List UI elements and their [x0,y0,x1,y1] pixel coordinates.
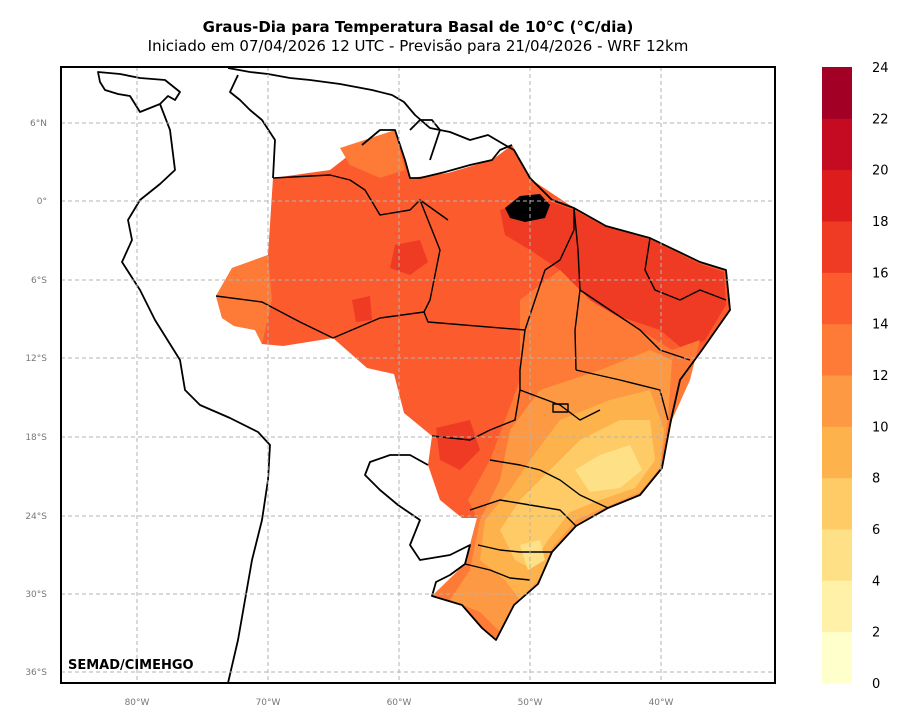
colorbar-segment [822,118,852,171]
lat-tick-label: 6°S [31,276,47,286]
colorbar-segment [822,477,852,530]
field-orange-west [216,130,405,344]
colorbar-tick-label: 8 [872,472,880,487]
colorbar-segment [822,67,852,119]
colorbar-tick-label: 12 [872,369,889,384]
field-dark-north [500,198,726,350]
colorbar-segment [822,375,852,427]
field-pale [520,445,642,570]
colorbar-segment [822,580,852,633]
colorbar-tick-label: 16 [872,266,889,281]
colorbar-segment [822,323,852,376]
colorbar-tick-label: 2 [872,626,880,641]
coastline-outline [97,67,731,683]
lat-tick-label: 30°S [25,590,47,600]
colorbar-tick-label: 10 [872,420,889,435]
colorbar-tick-label: 22 [872,112,889,127]
lat-tick-label: 0° [37,197,47,207]
map-title: Graus-Dia para Temperatura Basal de 10°C… [202,18,634,36]
colorbar-segment [822,529,852,581]
lon-tick-label: 50°W [518,698,543,708]
map-subtitle: Iniciado em 07/04/2026 12 UTC - Previsão… [147,37,689,55]
colorbar-segment [822,631,852,684]
lon-tick-label: 70°W [256,698,281,708]
map-area [97,67,731,683]
lat-tick-label: 36°S [25,668,47,678]
lon-tick-label: 80°W [125,698,150,708]
latitude-labels: 6°N 0° 6°S 12°S 18°S 24°S 30°S 36°S [25,119,47,678]
colorbar-tick-label: 0 [872,677,880,692]
colorbar-segment [822,221,852,273]
lat-tick-label: 18°S [25,433,47,443]
longitude-labels: 80°W 70°W 60°W 50°W 40°W [125,698,674,708]
colorbar-tick-label: 6 [872,523,880,538]
lon-tick-label: 60°W [387,698,412,708]
colorbar-tick-label: 20 [872,164,889,179]
colorbar-tick-label: 4 [872,574,880,589]
map-frame [60,66,776,684]
lat-tick-label: 6°N [30,119,47,129]
colorbar-tick-label: 18 [872,215,889,230]
credit-label: SEMAD/CIMEHGO [68,658,194,673]
colorbar-segment [822,169,852,222]
graticule [61,67,775,683]
colorbar-segment [822,272,852,325]
lat-tick-label: 24°S [25,512,47,522]
colorbar-segment [822,426,852,479]
lon-tick-label: 40°W [649,698,674,708]
lat-tick-label: 12°S [25,354,47,364]
colorbar-tick-label: 24 [872,61,889,76]
field-dark-spots [352,240,480,470]
colorbar-tick-label: 14 [872,318,889,333]
